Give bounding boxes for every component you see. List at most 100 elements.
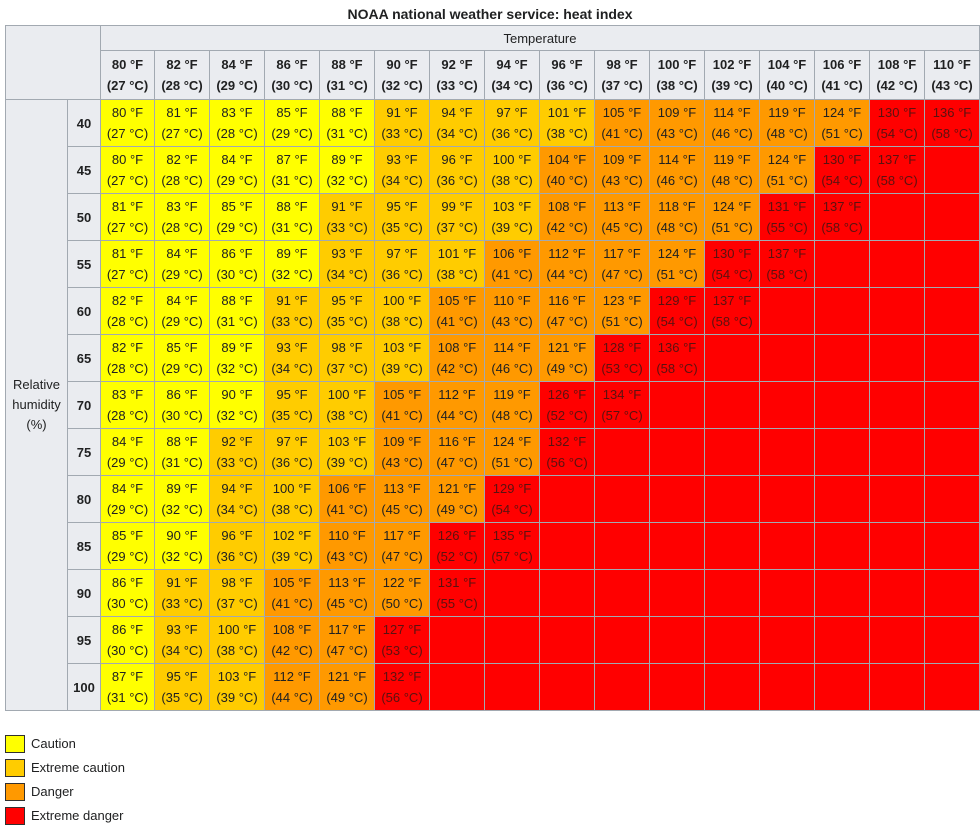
heat-index-cell: 97 °F (36 °C) — [264, 428, 320, 476]
heat-index-cell — [594, 475, 650, 523]
heat-index-cell: 137 °F (58 °C) — [869, 146, 925, 194]
temperature-fahrenheit: 84 °F — [221, 57, 253, 72]
heat-index-fahrenheit: 88 °F — [166, 434, 198, 449]
heat-index-celsius: (58 °C) — [931, 126, 973, 141]
temperature-fahrenheit: 96 °F — [551, 57, 583, 72]
heat-index-cell — [814, 522, 870, 570]
heat-index-celsius: (39 °C) — [491, 220, 533, 235]
legend-swatch — [5, 735, 25, 753]
heat-index-fahrenheit: 97 °F — [276, 434, 308, 449]
heat-index-fahrenheit: 135 °F — [492, 528, 532, 543]
temperature-celsius: (42 °C) — [876, 78, 918, 93]
heat-index-fahrenheit: 100 °F — [272, 481, 312, 496]
temperature-fahrenheit: 94 °F — [496, 57, 528, 72]
heat-index-cell: 100 °F (38 °C) — [484, 146, 540, 194]
humidity-row-header: 100 — [67, 663, 101, 711]
heat-index-fahrenheit: 137 °F — [877, 152, 917, 167]
heat-index-fahrenheit: 108 °F — [272, 622, 312, 637]
heat-index-cell: 110 °F (43 °C) — [319, 522, 375, 570]
heat-index-cell — [869, 569, 925, 617]
temperature-celsius: (28 °C) — [161, 78, 203, 93]
heat-index-celsius: (34 °C) — [326, 267, 368, 282]
temperature-celsius: (31 °C) — [326, 78, 368, 93]
heat-index-fahrenheit: 87 °F — [276, 152, 308, 167]
heat-index-celsius: (38 °C) — [326, 408, 368, 423]
heat-index-celsius: (36 °C) — [436, 173, 478, 188]
heat-index-cell — [594, 663, 650, 711]
heat-index-cell — [869, 616, 925, 664]
heat-index-cell: 82 °F (28 °C) — [154, 146, 210, 194]
heat-index-fahrenheit: 119 °F — [493, 387, 531, 402]
heat-index-cell: 104 °F (40 °C) — [539, 146, 595, 194]
heat-index-cell: 135 °F (57 °C) — [484, 522, 540, 570]
heat-index-cell — [869, 193, 925, 241]
heat-index-celsius: (45 °C) — [601, 220, 643, 235]
heat-index-cell — [759, 287, 815, 335]
heat-index-fahrenheit: 95 °F — [331, 293, 363, 308]
heat-index-cell: 86 °F (30 °C) — [209, 240, 265, 288]
heat-index-cell: 88 °F (31 °C) — [154, 428, 210, 476]
heat-index-celsius: (33 °C) — [271, 314, 313, 329]
heat-index-celsius: (30 °C) — [161, 408, 203, 423]
heat-index-celsius: (29 °C) — [161, 314, 203, 329]
table-corner — [5, 25, 101, 100]
temperature-celsius: (43 °C) — [931, 78, 973, 93]
heat-index-celsius: (28 °C) — [106, 314, 149, 329]
heat-index-cell: 103 °F (39 °C) — [484, 193, 540, 241]
heat-index-cell: 91 °F (33 °C) — [374, 99, 430, 147]
heat-index-cell: 123 °F (51 °C) — [594, 287, 650, 335]
heat-index-cell: 130 °F (54 °C) — [704, 240, 760, 288]
heat-index-cell: 113 °F (45 °C) — [374, 475, 430, 523]
heat-index-cell: 136 °F (58 °C) — [649, 334, 705, 382]
heat-index-cell: 108 °F (42 °C) — [429, 334, 485, 382]
heat-index-celsius: (42 °C) — [271, 643, 313, 658]
humidity-header: Relative humidity (%) — [5, 99, 68, 711]
heat-index-fahrenheit: 84 °F — [166, 293, 198, 308]
heat-index-cell: 89 °F (32 °C) — [319, 146, 375, 194]
heat-index-cell: 121 °F (49 °C) — [539, 334, 595, 382]
heat-index-celsius: (37 °C) — [326, 361, 368, 376]
heat-index-celsius: (29 °C) — [161, 267, 203, 282]
heat-index-cell — [869, 240, 925, 288]
heat-index-cell — [704, 569, 760, 617]
heat-index-cell: 93 °F (34 °C) — [154, 616, 210, 664]
heat-index-celsius: (42 °C) — [546, 220, 588, 235]
heat-index-cell — [814, 475, 870, 523]
heat-index-fahrenheit: 137 °F — [822, 199, 862, 214]
heat-index-celsius: (43 °C) — [491, 314, 533, 329]
humidity-row-header: 65 — [67, 334, 101, 382]
heat-index-celsius: (36 °C) — [216, 549, 258, 564]
heat-index-fahrenheit: 119 °F — [713, 152, 751, 167]
heat-index-fahrenheit: 109 °F — [657, 105, 697, 120]
heat-index-cell — [484, 616, 540, 664]
heat-index-cell — [759, 334, 815, 382]
heat-index-fahrenheit: 124 °F — [712, 199, 752, 214]
heat-index-table: Temperature 80 °F (27 °C) 82 °F (28 °C) 84 °… — [5, 25, 980, 711]
heat-index-cell — [704, 428, 760, 476]
heat-index-cell: 85 °F (29 °C) — [100, 522, 155, 570]
heat-index-cell — [704, 616, 760, 664]
heat-index-fahrenheit: 103 °F — [492, 199, 532, 214]
heat-index-fahrenheit: 93 °F — [166, 622, 198, 637]
heat-index-cell: 96 °F (36 °C) — [429, 146, 485, 194]
humidity-row-header: 90 — [67, 569, 101, 617]
humidity-row-header: 75 — [67, 428, 101, 476]
heat-index-cell: 94 °F (34 °C) — [209, 475, 265, 523]
heat-index-fahrenheit: 121 °F — [327, 669, 367, 684]
heat-index-celsius: (43 °C) — [381, 455, 423, 470]
heat-index-fahrenheit: 104 °F — [547, 152, 587, 167]
heat-index-fahrenheit: 84 °F — [111, 481, 144, 496]
heat-index-cell: 88 °F (31 °C) — [319, 99, 375, 147]
heat-index-fahrenheit: 94 °F — [221, 481, 253, 496]
heat-index-fahrenheit: 136 °F — [657, 340, 697, 355]
heat-index-fahrenheit: 124 °F — [657, 246, 697, 261]
heat-index-cell: 108 °F (42 °C) — [264, 616, 320, 664]
heat-index-cell: 118 °F (48 °C) — [649, 193, 705, 241]
temperature-fahrenheit: 102 °F — [712, 57, 752, 72]
heat-index-cell: 137 °F (58 °C) — [814, 193, 870, 241]
temperature-celsius: (29 °C) — [216, 78, 258, 93]
heat-index-fahrenheit: 89 °F — [166, 481, 198, 496]
heat-index-fahrenheit: 131 °F — [437, 575, 477, 590]
heat-index-cell — [759, 569, 815, 617]
heat-index-cell: 80 °F (27 °C) — [100, 99, 155, 147]
